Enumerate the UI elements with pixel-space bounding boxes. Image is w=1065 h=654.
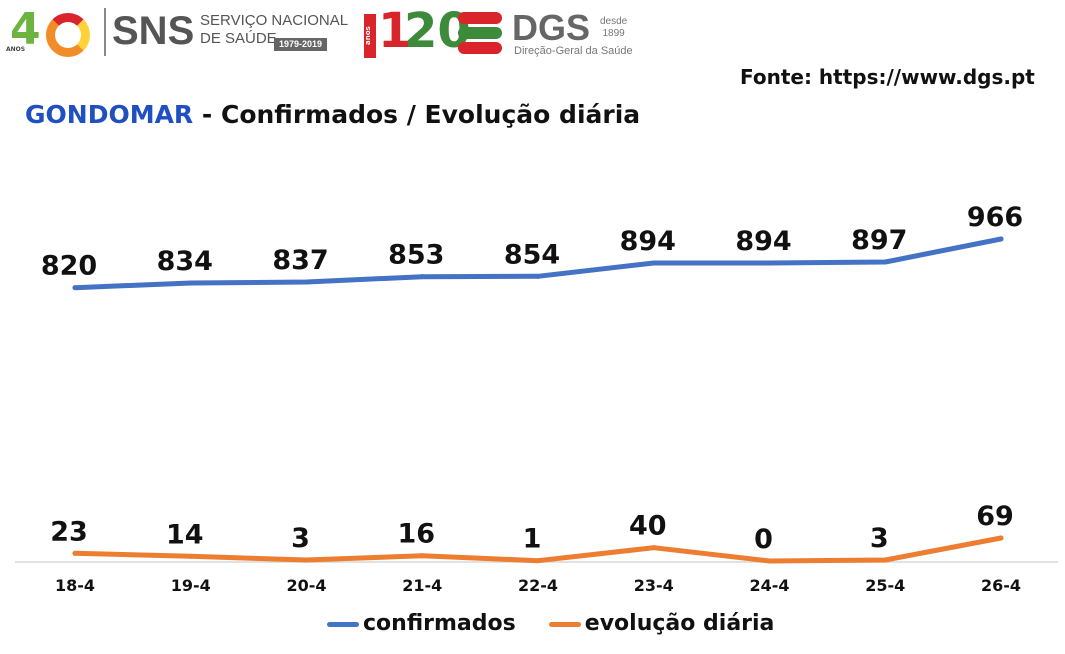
dgs-full-name: Direção-Geral da Saúde: [514, 45, 633, 57]
data-point: [651, 260, 657, 266]
data-label: 0: [754, 524, 773, 555]
data-point: [304, 557, 309, 563]
sns-logo-text: SNS: [112, 9, 195, 53]
x-tick-label: 24-4: [749, 576, 789, 595]
data-point: [304, 279, 309, 285]
data-point: [767, 558, 772, 564]
data-label: 897: [851, 225, 907, 256]
sns-name-line-2: DE SAÚDE: [200, 30, 277, 47]
data-label: 3: [870, 523, 889, 554]
data-label: 1: [523, 524, 542, 555]
logo-40-digit: 4: [10, 4, 41, 55]
dgs-since-year: 1899: [602, 28, 625, 39]
data-point: [72, 285, 78, 291]
legend-swatch-evolucao: [548, 621, 581, 627]
logo-40-ring-icon: [46, 13, 90, 57]
logo-40-years-word: ANOS: [6, 46, 26, 53]
data-point: [651, 545, 657, 551]
data-label: 820: [41, 251, 97, 282]
data-label: 966: [967, 202, 1023, 233]
chart-title-rest: - Confirmados / Evolução diária: [193, 100, 641, 129]
sns-40-years-logo: 4 ANOS: [4, 4, 92, 60]
header-logos: 4 ANOS SNS SERVIÇO NACIONAL DE SAÚDE 197…: [0, 0, 1065, 70]
legend-item-evolucao: evolução diária: [548, 609, 775, 639]
x-tick-label: 18-4: [55, 576, 95, 595]
data-point: [535, 273, 541, 279]
data-label: 14: [166, 519, 204, 550]
logo-divider: [104, 8, 106, 56]
data-label: 40: [629, 511, 667, 542]
legend-label-confirmados: confirmados: [363, 611, 516, 636]
data-point: [188, 280, 194, 286]
data-label: 854: [504, 239, 560, 270]
dgs-since-word: desde: [600, 16, 628, 27]
legend-label-evolucao: evolução diária: [584, 611, 775, 636]
data-label: 837: [272, 245, 328, 276]
data-label: 894: [735, 226, 791, 257]
sns-name-line-1: SERVIÇO NACIONAL: [200, 12, 349, 29]
x-tick-label: 26-4: [981, 576, 1021, 595]
x-tick-label: 25-4: [865, 576, 905, 595]
x-tick-label: 23-4: [634, 576, 674, 595]
x-tick-label: 19-4: [171, 576, 211, 595]
data-point: [535, 558, 541, 564]
data-point: [882, 557, 888, 563]
chart-legend: confirmados evolução diária: [327, 609, 802, 639]
legend-item-confirmados: confirmados: [327, 609, 516, 639]
data-point: [419, 553, 425, 559]
source-label: Fonte: https://www.dgs.pt: [740, 65, 1035, 89]
data-point: [767, 260, 772, 266]
sns-full-name: SERVIÇO NACIONAL DE SAÚDE: [200, 12, 348, 48]
dgs-logo-text: DGS: [512, 7, 591, 48]
x-tick-label: 20-4: [286, 576, 326, 595]
data-point: [998, 236, 1004, 242]
data-point: [188, 553, 194, 559]
dgs-since: desde 1899: [600, 16, 627, 40]
data-label: 23: [50, 516, 88, 547]
x-tick-label: 22-4: [518, 576, 558, 595]
dgs-stripes-icon: [458, 12, 502, 54]
data-point: [882, 259, 888, 265]
chart-title-place: GONDOMAR: [25, 100, 194, 129]
data-point: [419, 274, 425, 280]
data-label: 3: [291, 523, 310, 554]
data-point: [998, 535, 1004, 541]
logo-120-one: 1: [378, 3, 412, 59]
data-label: 894: [620, 226, 676, 257]
data-label: 834: [157, 246, 213, 277]
chart-title: GONDOMAR - Confirmados / Evolução diária: [25, 98, 640, 132]
data-point: [72, 550, 78, 556]
data-label: 853: [388, 240, 444, 271]
legend-swatch-confirmados: [327, 621, 359, 627]
x-tick-label: 21-4: [402, 576, 442, 595]
sns-years-badge: 1979-2019: [274, 38, 328, 51]
data-label: 69: [976, 501, 1014, 532]
data-label: 16: [397, 519, 435, 550]
